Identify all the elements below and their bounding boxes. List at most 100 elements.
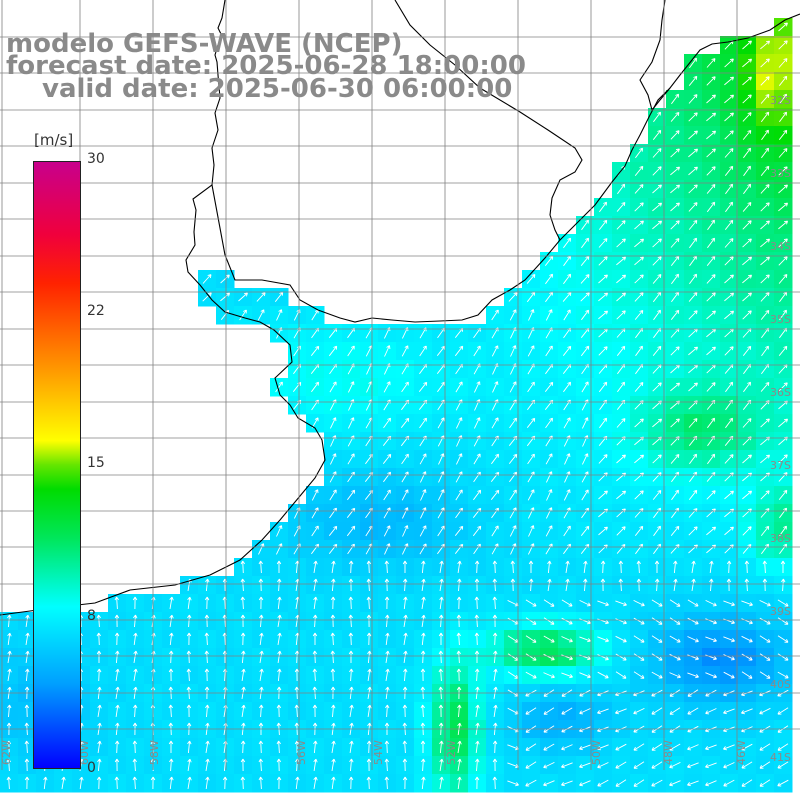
- wind-arrow: [348, 596, 353, 610]
- latitude-label: 39S: [770, 605, 791, 618]
- wind-arrow: [741, 761, 753, 769]
- wind-arrow: [759, 599, 771, 607]
- wind-arrow: [527, 453, 535, 465]
- wind-arrow: [348, 399, 355, 411]
- wind-arrow: [545, 291, 554, 303]
- wind-arrow: [384, 578, 390, 592]
- wind-arrow: [25, 668, 30, 682]
- wind-arrow: [616, 238, 626, 248]
- wind-arrow: [527, 345, 535, 357]
- wind-arrow: [419, 453, 427, 465]
- wind-arrow: [581, 381, 589, 393]
- wind-arrow: [689, 453, 698, 465]
- wind-arrow: [741, 635, 753, 643]
- wind-arrow: [240, 776, 245, 790]
- wind-arrow: [421, 614, 426, 627]
- wind-arrow: [651, 599, 663, 607]
- wind-arrow: [759, 779, 771, 787]
- wind-arrow: [600, 578, 606, 592]
- wind-arrow: [652, 489, 662, 500]
- wind-arrow: [652, 202, 663, 212]
- wind-arrow: [294, 668, 300, 682]
- wind-arrow: [347, 435, 355, 447]
- wind-arrow: [581, 399, 589, 411]
- wind-arrow: [456, 632, 461, 646]
- wind-arrow: [778, 220, 789, 230]
- wind-arrow: [689, 237, 698, 249]
- wind-arrow: [741, 600, 753, 607]
- wind-arrow: [277, 668, 282, 682]
- wind-arrow: [561, 599, 573, 607]
- wind-arrow: [330, 650, 335, 664]
- wind-arrow: [724, 490, 734, 500]
- wind-arrow: [475, 704, 480, 717]
- wind-arrow: [615, 600, 627, 607]
- wind-arrow: [438, 632, 444, 645]
- wind-arrow: [652, 345, 662, 356]
- wind-arrow: [96, 614, 101, 628]
- wind-arrow: [492, 614, 498, 628]
- wind-arrow: [385, 632, 390, 645]
- wind-arrow: [545, 417, 553, 429]
- wind-arrow: [725, 201, 734, 213]
- wind-arrow: [421, 578, 426, 591]
- wind-arrow: [597, 671, 609, 679]
- wind-arrow: [688, 418, 698, 428]
- wind-arrow: [652, 238, 662, 248]
- wind-arrow: [760, 381, 770, 392]
- longitude-label: 56W: [295, 740, 308, 765]
- wind-arrow: [420, 650, 426, 664]
- wind-arrow: [580, 345, 590, 357]
- wind-arrow: [615, 618, 627, 625]
- wind-arrow: [561, 707, 573, 715]
- wind-arrow: [349, 704, 354, 717]
- wind-arrow: [670, 382, 681, 392]
- wind-arrow: [706, 382, 716, 392]
- wind-arrow: [599, 201, 608, 213]
- wind-arrow: [709, 578, 714, 592]
- wind-arrow: [741, 671, 753, 679]
- wind-arrow: [616, 256, 627, 266]
- wind-arrow: [545, 453, 553, 465]
- wind-arrow: [402, 740, 407, 754]
- wind-arrow: [581, 453, 589, 465]
- wind-arrow: [779, 111, 788, 123]
- wind-arrow: [403, 668, 408, 682]
- wind-arrow: [669, 599, 681, 607]
- wind-arrow: [597, 636, 609, 643]
- wind-arrow: [312, 704, 318, 718]
- wind-arrow: [473, 435, 481, 447]
- wind-arrow: [741, 743, 753, 751]
- wind-arrow: [349, 740, 354, 753]
- wind-arrow: [331, 560, 336, 573]
- legend-tick: 15: [87, 455, 105, 471]
- wind-arrow: [724, 526, 734, 536]
- wind-arrow: [439, 560, 444, 573]
- wind-arrow: [652, 220, 663, 230]
- wind-arrow: [115, 650, 120, 664]
- wind-arrow: [510, 345, 517, 357]
- wind-arrow: [653, 111, 662, 123]
- wind-arrow: [705, 744, 717, 751]
- wind-arrow: [186, 650, 192, 664]
- wind-arrow: [493, 650, 498, 664]
- wind-arrow: [329, 489, 337, 501]
- wind-arrow: [402, 525, 409, 537]
- wind-arrow: [547, 560, 552, 574]
- wind-arrow: [670, 255, 680, 266]
- wind-arrow: [671, 93, 680, 105]
- wind-arrow: [778, 345, 788, 356]
- wind-arrow: [778, 454, 788, 464]
- wind-arrow: [669, 617, 681, 625]
- wind-arrow: [687, 654, 699, 661]
- wind-arrow: [706, 148, 716, 158]
- wind-arrow: [778, 418, 789, 428]
- wind-arrow: [510, 543, 517, 555]
- wind-arrow: [421, 758, 426, 772]
- wind-arrow: [689, 255, 697, 267]
- wind-arrow: [456, 668, 462, 682]
- forecast-date: forecast date: 2025-06-28 18:00:00: [6, 51, 526, 81]
- wind-arrow: [400, 417, 410, 428]
- wind-arrow: [687, 780, 699, 787]
- wind-arrow: [204, 596, 210, 610]
